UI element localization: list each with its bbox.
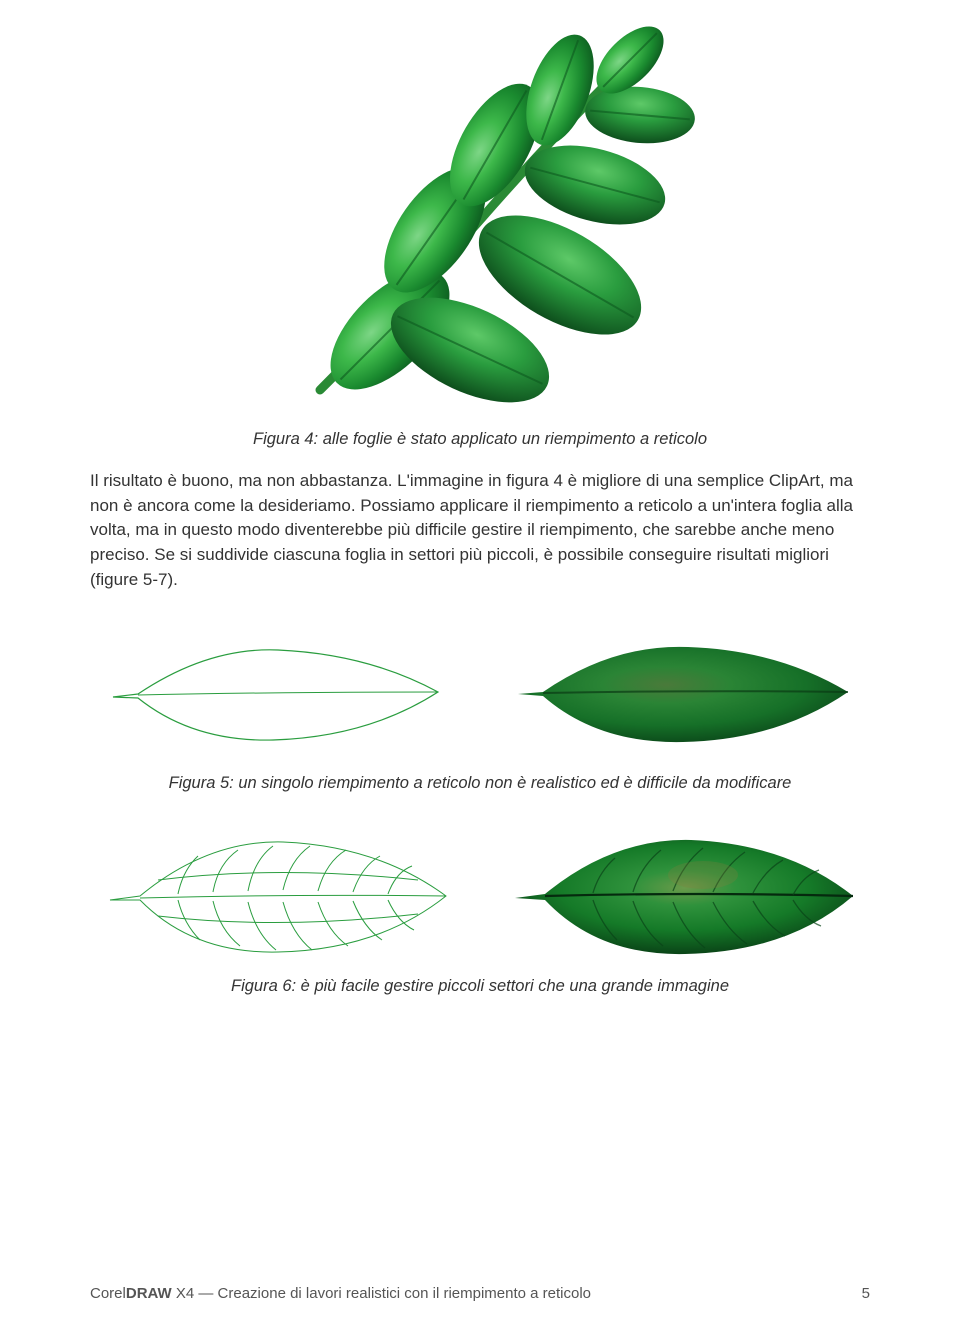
footer-brand-prefix: Corel — [90, 1285, 126, 1302]
figure-6-right — [495, 825, 870, 965]
body-paragraph: Il risultato è buono, ma non abbastanza.… — [90, 469, 870, 592]
figure-6-row — [90, 825, 870, 965]
figure-4-caption: Figura 4: alle foglie è stato applicato … — [90, 428, 870, 451]
figure-6-caption: Figura 6: è più facile gestire piccoli s… — [90, 975, 870, 998]
figure-5-caption: Figura 5: un singolo riempimento a retic… — [90, 772, 870, 795]
footer-brand-bold: DRAW — [126, 1285, 172, 1302]
page-number: 5 — [862, 1285, 870, 1302]
figure-4-image — [260, 20, 700, 410]
footer-brand-rest: X4 — Creazione di lavori realistici con … — [172, 1285, 591, 1302]
figure-5-row — [90, 622, 870, 762]
figure-6-left — [90, 825, 465, 965]
figure-5-right — [495, 622, 870, 762]
figure-5-left — [90, 622, 465, 762]
footer-text: CorelDRAW X4 — Creazione di lavori reali… — [90, 1285, 591, 1302]
page-footer: CorelDRAW X4 — Creazione di lavori reali… — [90, 1285, 870, 1302]
